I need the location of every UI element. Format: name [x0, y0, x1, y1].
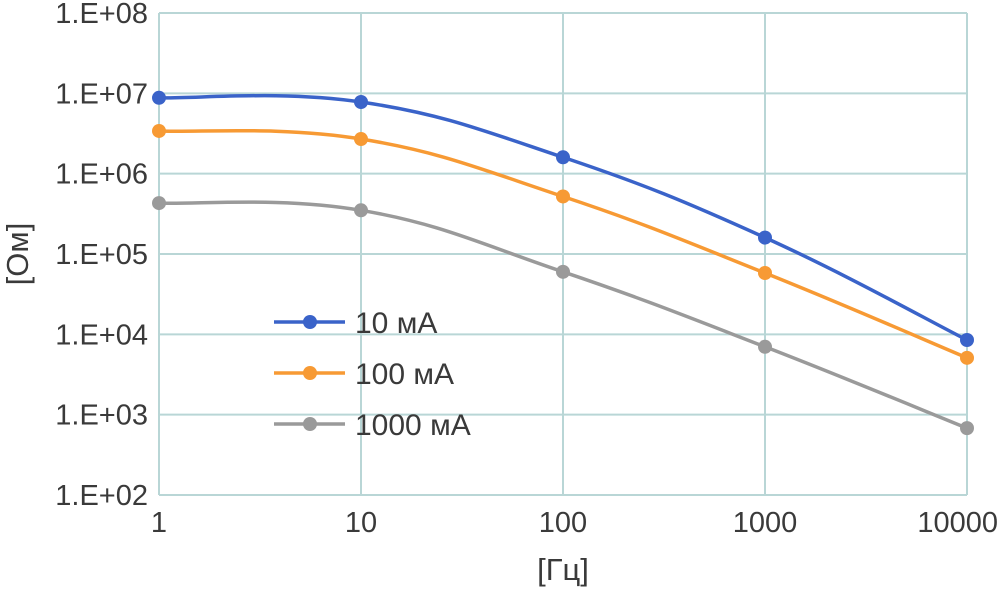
- y-tick-label: 1.E+05: [55, 239, 148, 271]
- data-point: [152, 90, 166, 105]
- legend: 10 мА 100 мА 1000 мА: [274, 307, 471, 442]
- x-tick-label: 10: [345, 507, 377, 539]
- y-tick-label: 1.E+03: [55, 400, 148, 432]
- data-point: [758, 266, 772, 281]
- data-point: [354, 203, 368, 218]
- data-point: [960, 421, 974, 436]
- grid: [158, 12, 968, 496]
- x-tick-label: 1: [151, 507, 167, 539]
- data-point: [556, 189, 570, 204]
- y-tick-label: 1.E+07: [55, 78, 148, 110]
- legend-marker: [303, 315, 317, 329]
- legend-label: 1000 мА: [355, 409, 471, 442]
- data-point: [152, 196, 166, 211]
- data-point: [354, 132, 368, 147]
- data-point: [960, 350, 974, 365]
- y-tick-label: 1.E+06: [55, 159, 148, 191]
- x-tick-label: 10000: [917, 507, 998, 539]
- legend-marker: [303, 417, 317, 431]
- x-axis-label: [Гц]: [537, 552, 589, 587]
- x-tick-label: 1000: [733, 507, 798, 539]
- legend-label: 10 мА: [355, 307, 437, 340]
- data-point: [758, 230, 772, 245]
- series-0: [152, 90, 974, 348]
- y-tick-label: 1.E+02: [55, 480, 148, 512]
- data-point: [758, 339, 772, 354]
- legend-label: 100 мА: [355, 358, 454, 391]
- y-tick-label: 1.E+04: [55, 319, 148, 351]
- series-1: [152, 123, 974, 365]
- data-point: [152, 123, 166, 138]
- data-point: [354, 95, 368, 110]
- legend-marker: [303, 366, 317, 380]
- series-2: [152, 196, 974, 436]
- y-axis-label: [Ом]: [0, 223, 35, 286]
- data-point: [556, 264, 570, 279]
- y-axis-ticks: 1.E+02 1.E+03 1.E+04 1.E+05 1.E+06 1.E+07 1.E+…: [55, 0, 148, 512]
- data-point: [556, 150, 570, 165]
- series-group: [152, 90, 974, 436]
- data-point: [960, 333, 974, 348]
- x-tick-label: 100: [539, 507, 587, 539]
- y-tick-label: 1.E+08: [55, 0, 148, 30]
- x-axis-ticks: 1 10 100 1000 10000: [151, 507, 998, 539]
